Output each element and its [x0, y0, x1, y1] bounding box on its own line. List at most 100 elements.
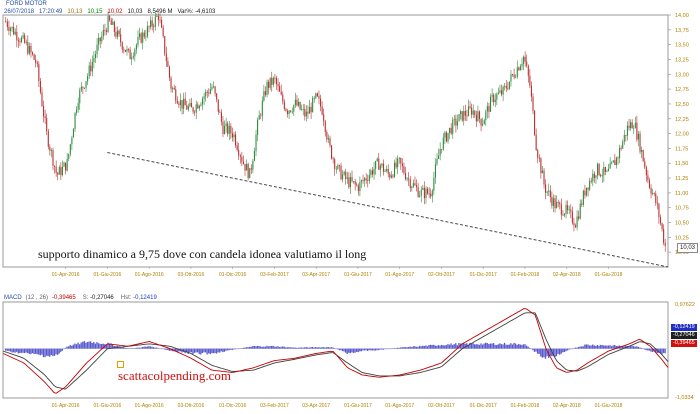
macd-histogram-bar [381, 348, 383, 350]
macd-histogram-bar [604, 345, 606, 349]
macd-histogram-bar [601, 344, 603, 349]
macd-plot-border [2, 301, 669, 399]
candle-body [464, 111, 466, 116]
candle-body [475, 114, 477, 122]
candle-body [225, 123, 227, 126]
candle-body [134, 49, 136, 57]
candle-body [87, 75, 89, 82]
candle-body [486, 106, 488, 112]
macd-histogram-bar [385, 348, 388, 350]
macd-histogram-bar [72, 344, 75, 349]
candle-body [31, 52, 34, 55]
macd-histogram-bar [658, 348, 660, 353]
candle-body [296, 99, 298, 106]
macd-histogram-bar [242, 347, 244, 349]
candle-body [258, 115, 260, 120]
candle-body [354, 181, 356, 185]
macd-histogram-bar [514, 343, 517, 349]
macd-histogram-bar [491, 343, 493, 349]
macd-histogram-bar [313, 347, 315, 349]
candle-body [319, 98, 322, 107]
macd-histogram-bar [366, 348, 369, 352]
dynamic-support-trendline [107, 152, 669, 268]
macd-histogram-bar [536, 348, 539, 354]
macd-histogram-bar [507, 344, 509, 349]
macd-histogram-bar [374, 348, 377, 351]
trendline [107, 152, 669, 268]
macd-histogram-bar [420, 346, 422, 349]
macd-histogram-bar [252, 346, 254, 349]
candle-body [427, 188, 429, 194]
macd-histogram-bar [510, 343, 512, 349]
candle-body [175, 89, 177, 101]
macd-histogram-bar [569, 348, 572, 350]
price-plot-border [2, 14, 669, 268]
candle-body [49, 146, 51, 151]
macd-panel[interactable]: 0,97622 -1,0334 [2, 301, 695, 401]
macd-histogram-bar [343, 348, 345, 352]
macd-x-tick-label: 03-Feb-2017 [260, 403, 289, 409]
candle-body [442, 137, 444, 150]
macd-histogram-bar [58, 348, 60, 354]
candle-body [88, 65, 90, 76]
candle-body [209, 89, 211, 94]
macd-histogram-bar [60, 348, 62, 352]
candle-body [445, 132, 448, 142]
candle-body [22, 35, 24, 38]
macd-histogram-bar [411, 347, 413, 349]
macd-histogram-bar [535, 348, 537, 352]
macd-histogram-bar [362, 348, 364, 351]
candle-body [438, 155, 440, 159]
watermark-text: scattacolpending.com [118, 368, 231, 383]
candle-body [82, 86, 84, 88]
macd-histogram-bar [398, 347, 400, 349]
macd-histogram-bar [64, 347, 67, 349]
macd-histogram-bar [338, 348, 340, 351]
macd-histogram-bar [414, 346, 416, 349]
macd-histogram-bar [642, 348, 644, 350]
candle-body [417, 187, 419, 197]
candle-body [603, 167, 605, 176]
candle-body [211, 86, 213, 90]
candle-body [58, 167, 60, 175]
macd-histogram-bar [349, 348, 352, 354]
macd-histogram-bar [540, 348, 542, 357]
macd-histogram-bar [444, 345, 446, 349]
macd-histogram-bar [439, 345, 441, 349]
macd-histogram-bar [152, 347, 155, 349]
macd-histogram-bar [584, 344, 586, 349]
macd-histogram-bar [337, 348, 339, 350]
x-tick-label: 03-Ott-2016 [178, 272, 205, 278]
macd-histogram-bar [233, 348, 235, 350]
candle-body [601, 175, 603, 177]
price-panel[interactable] [2, 14, 669, 268]
macd-histogram-bar [30, 348, 32, 355]
macd-histogram-bar [5, 348, 7, 351]
candle-body [582, 190, 584, 205]
candle-body [252, 160, 254, 170]
candle-body [631, 122, 633, 129]
candle-body [664, 242, 666, 247]
candle-body [335, 168, 337, 170]
macd-histogram-bar [99, 343, 101, 349]
macd-histogram-bar [400, 347, 402, 349]
candle-body [195, 104, 197, 113]
macd-value-tag: -0,27046 [671, 332, 697, 339]
macd-histogram-bar [63, 348, 65, 350]
macd-histogram-bar [546, 348, 548, 357]
candle-body [41, 92, 43, 107]
price-x-axis: 01-Apr-2016 01-Giu-2016 01-Ago-2016 03-Ott-… [52, 267, 623, 278]
candle-body [389, 173, 391, 178]
candle-body [198, 105, 200, 109]
macd-histogram-bar [529, 347, 531, 349]
candle-body [150, 20, 152, 28]
candle-body [494, 99, 496, 103]
macd-histogram-bar [387, 348, 389, 350]
candle-body [538, 157, 540, 159]
macd-histogram-bar [464, 343, 466, 349]
candle-body [530, 85, 532, 97]
macd-histogram-bar [34, 348, 37, 354]
candle-body [76, 109, 78, 113]
candle-body [118, 30, 120, 35]
macd-histogram-bar [574, 347, 577, 349]
